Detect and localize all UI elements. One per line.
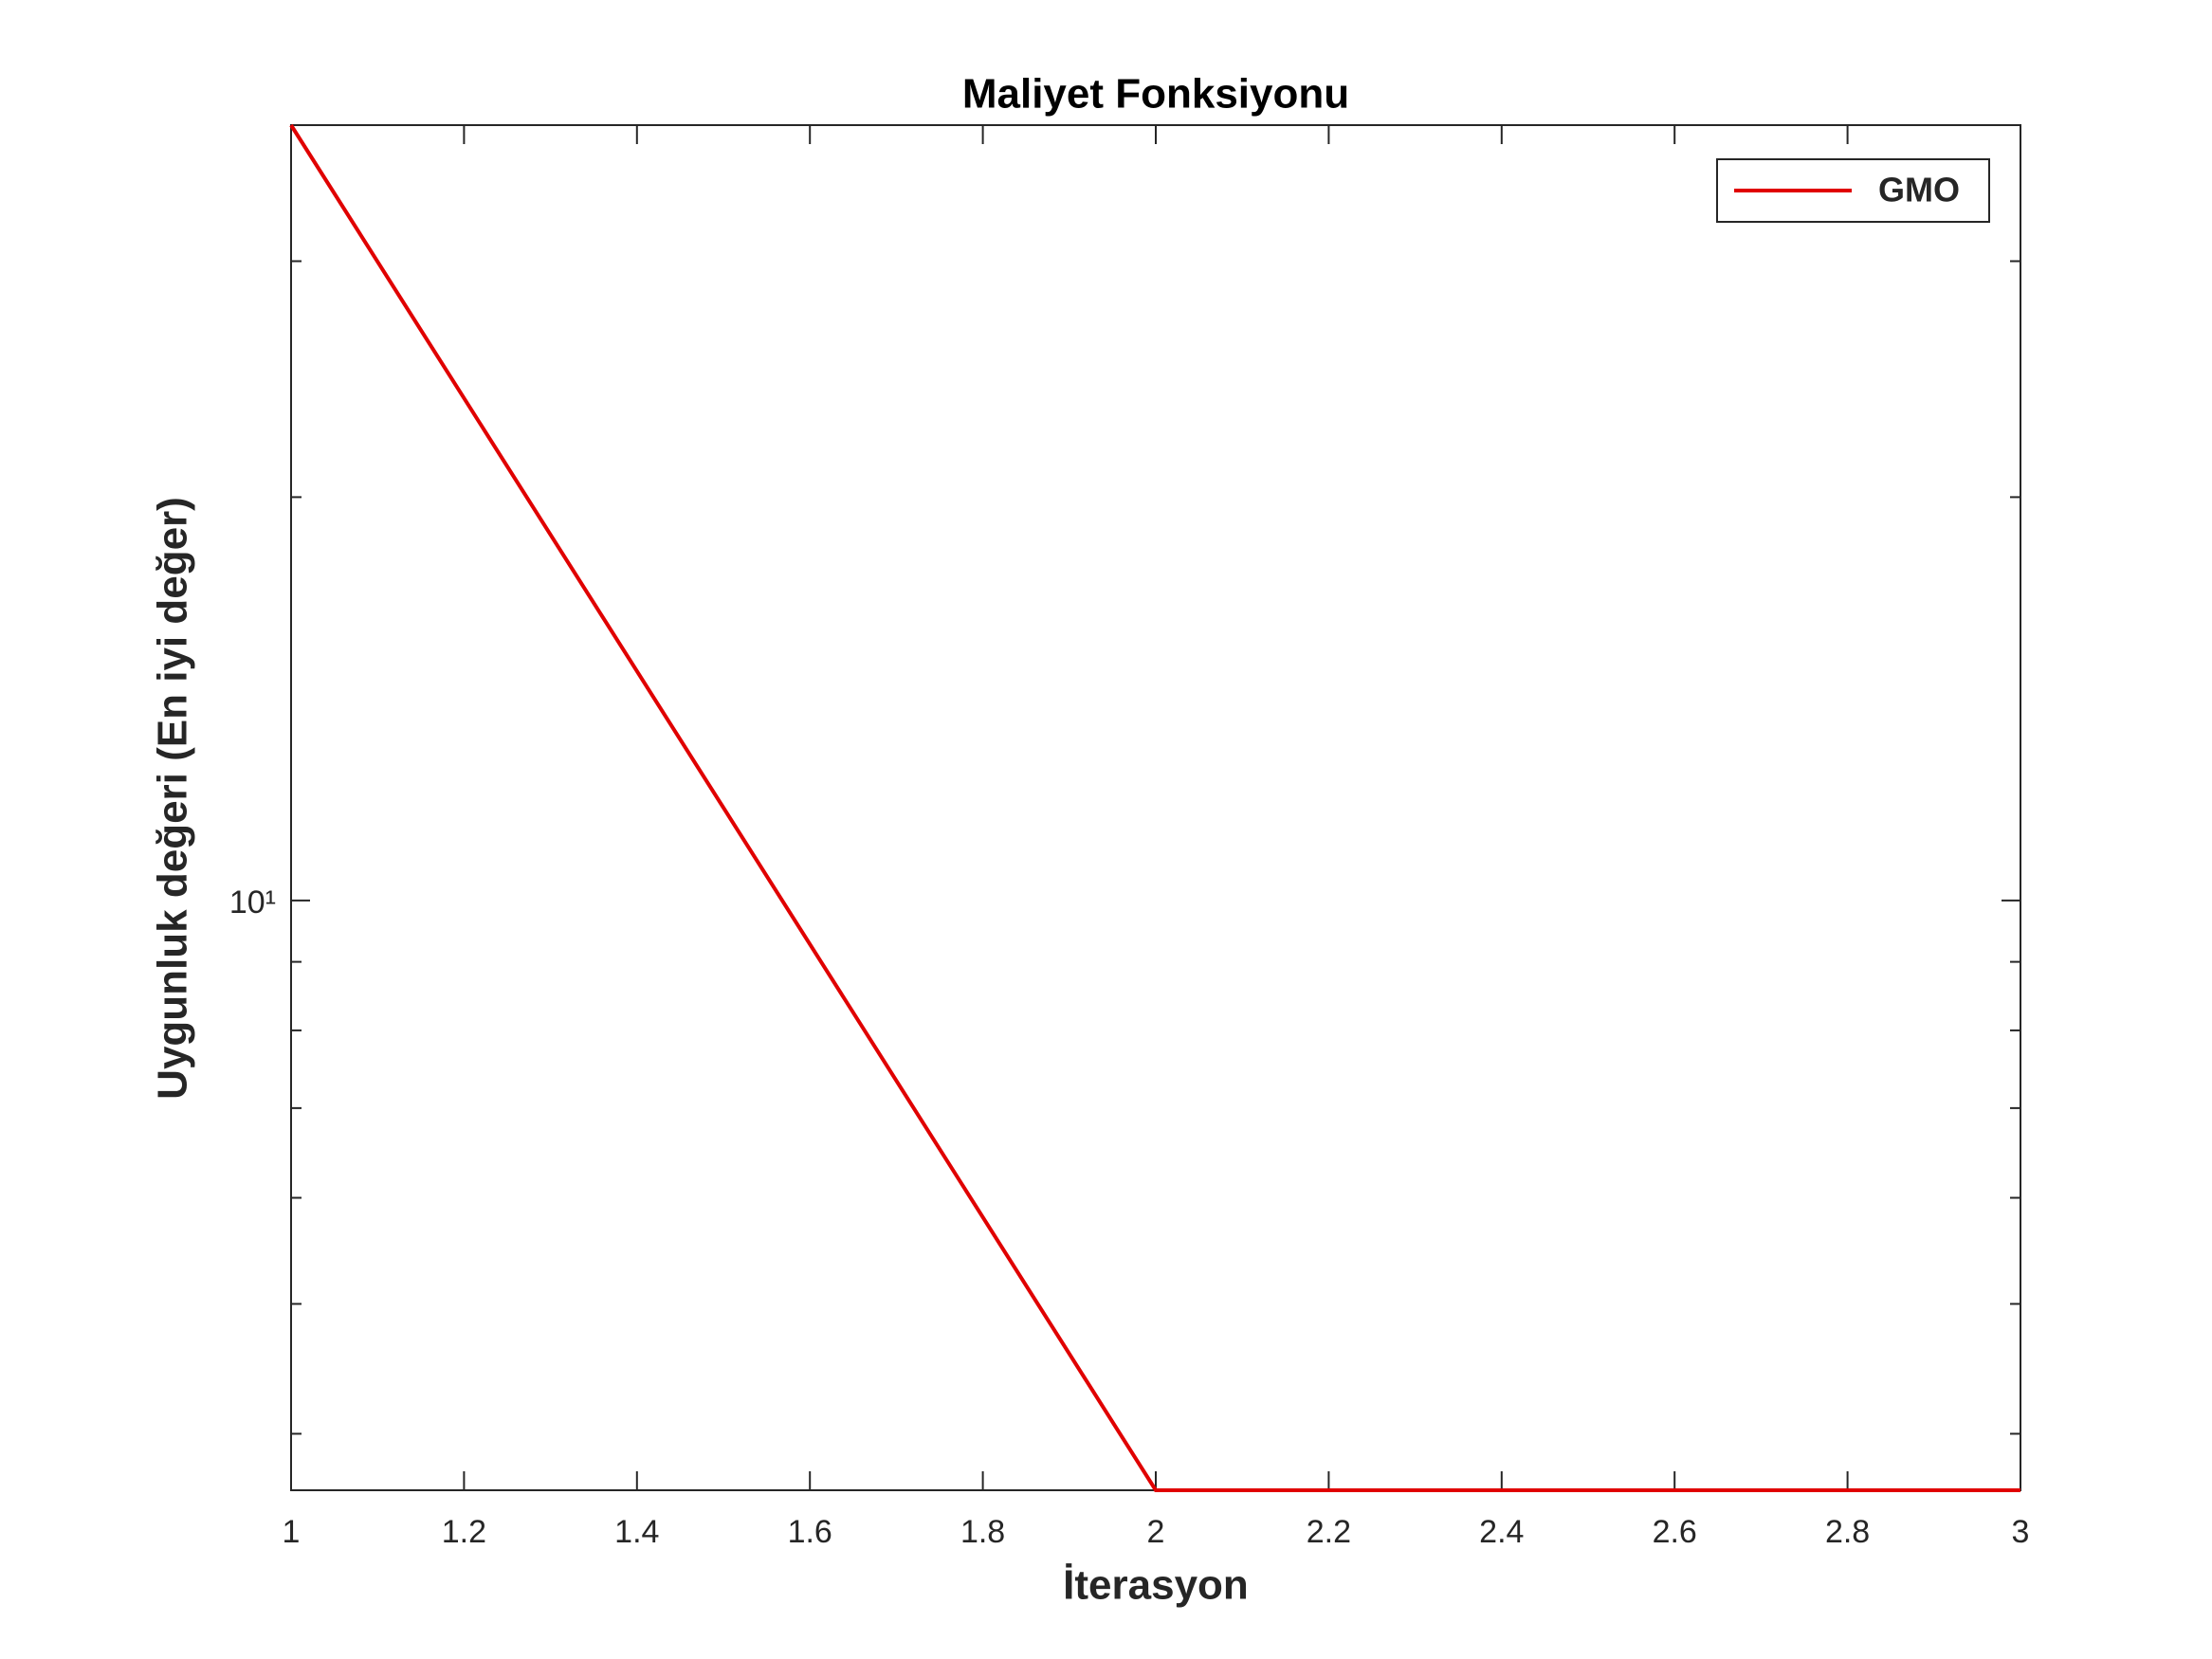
series-line	[289, 123, 2020, 1492]
y-tick-label: 10¹	[229, 884, 276, 921]
axes-box	[290, 124, 2021, 1491]
x-tick-label: 2.6	[1653, 1514, 1697, 1550]
x-tick-label: 3	[2012, 1514, 2030, 1550]
x-axis-label: İterasyon	[1063, 1562, 1249, 1609]
x-tick-label: 1	[283, 1514, 301, 1550]
chart-title: Maliyet Fonksiyonu	[962, 71, 1349, 118]
x-tick-label: 2.4	[1479, 1514, 1524, 1550]
x-tick-label: 1.8	[960, 1514, 1005, 1550]
x-tick-label: 1.2	[442, 1514, 486, 1550]
x-tick-label: 1.4	[614, 1514, 659, 1550]
x-tick-label: 2.2	[1307, 1514, 1351, 1550]
legend-label: GMO	[1878, 171, 1960, 210]
x-tick-label: 2.8	[1825, 1514, 1870, 1550]
x-tick-label: 1.6	[788, 1514, 832, 1550]
x-tick-label: 2	[1147, 1514, 1165, 1550]
y-axis-label: Uygunluk değeri (En iyi değer)	[150, 497, 196, 1100]
